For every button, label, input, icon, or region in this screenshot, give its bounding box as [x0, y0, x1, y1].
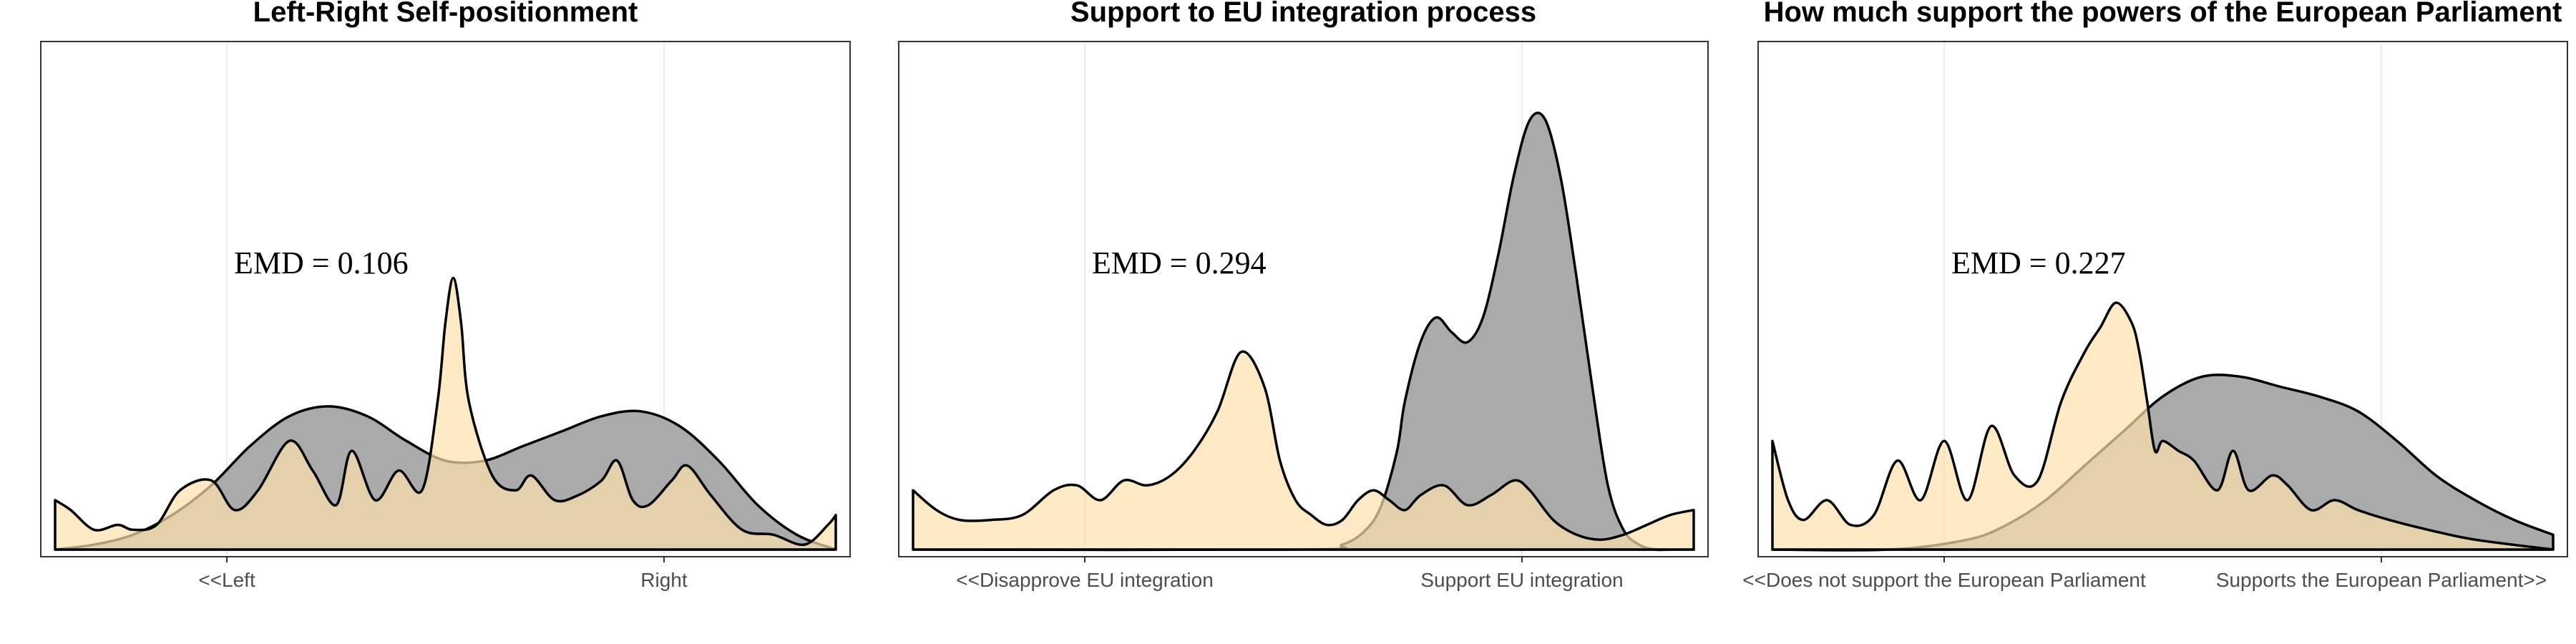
panel-border [898, 41, 1709, 557]
panel-border [40, 41, 851, 557]
density-area-2 [1771, 301, 2555, 551]
x-tick-label: Right [640, 569, 688, 591]
chart-title: Left-Right Self-positionment [253, 0, 638, 28]
panel-border [1757, 41, 2568, 557]
chart-panel-1: <<Left Right Left-Right Self-positionment E… [40, 0, 851, 591]
emd-annotation: EMD = 0.106 [234, 245, 409, 280]
x-tick-label: Supports the European Parliament>> [2216, 569, 2547, 591]
chart-panel-3: <<Does not support the European Parliame… [1742, 0, 2568, 591]
chart-panel-2: <<Disapprove EU integration Support EU in… [898, 0, 1709, 591]
density-area-2 [912, 350, 1695, 551]
chart-title: How much support the powers of the Europ… [1764, 0, 2562, 28]
emd-annotation: EMD = 0.294 [1092, 245, 1267, 280]
x-tick-label: <<Disapprove EU integration [956, 569, 1214, 591]
x-tick-label: <<Does not support the European Parliame… [1742, 569, 2146, 591]
density-area-2 [54, 276, 837, 551]
x-tick-label: <<Left [198, 569, 255, 591]
chart-title: Support to EU integration process [1070, 0, 1536, 28]
emd-annotation: EMD = 0.227 [1951, 245, 2126, 280]
x-tick-label: Support EU integration [1420, 569, 1623, 591]
density-area-1 [912, 112, 1695, 552]
